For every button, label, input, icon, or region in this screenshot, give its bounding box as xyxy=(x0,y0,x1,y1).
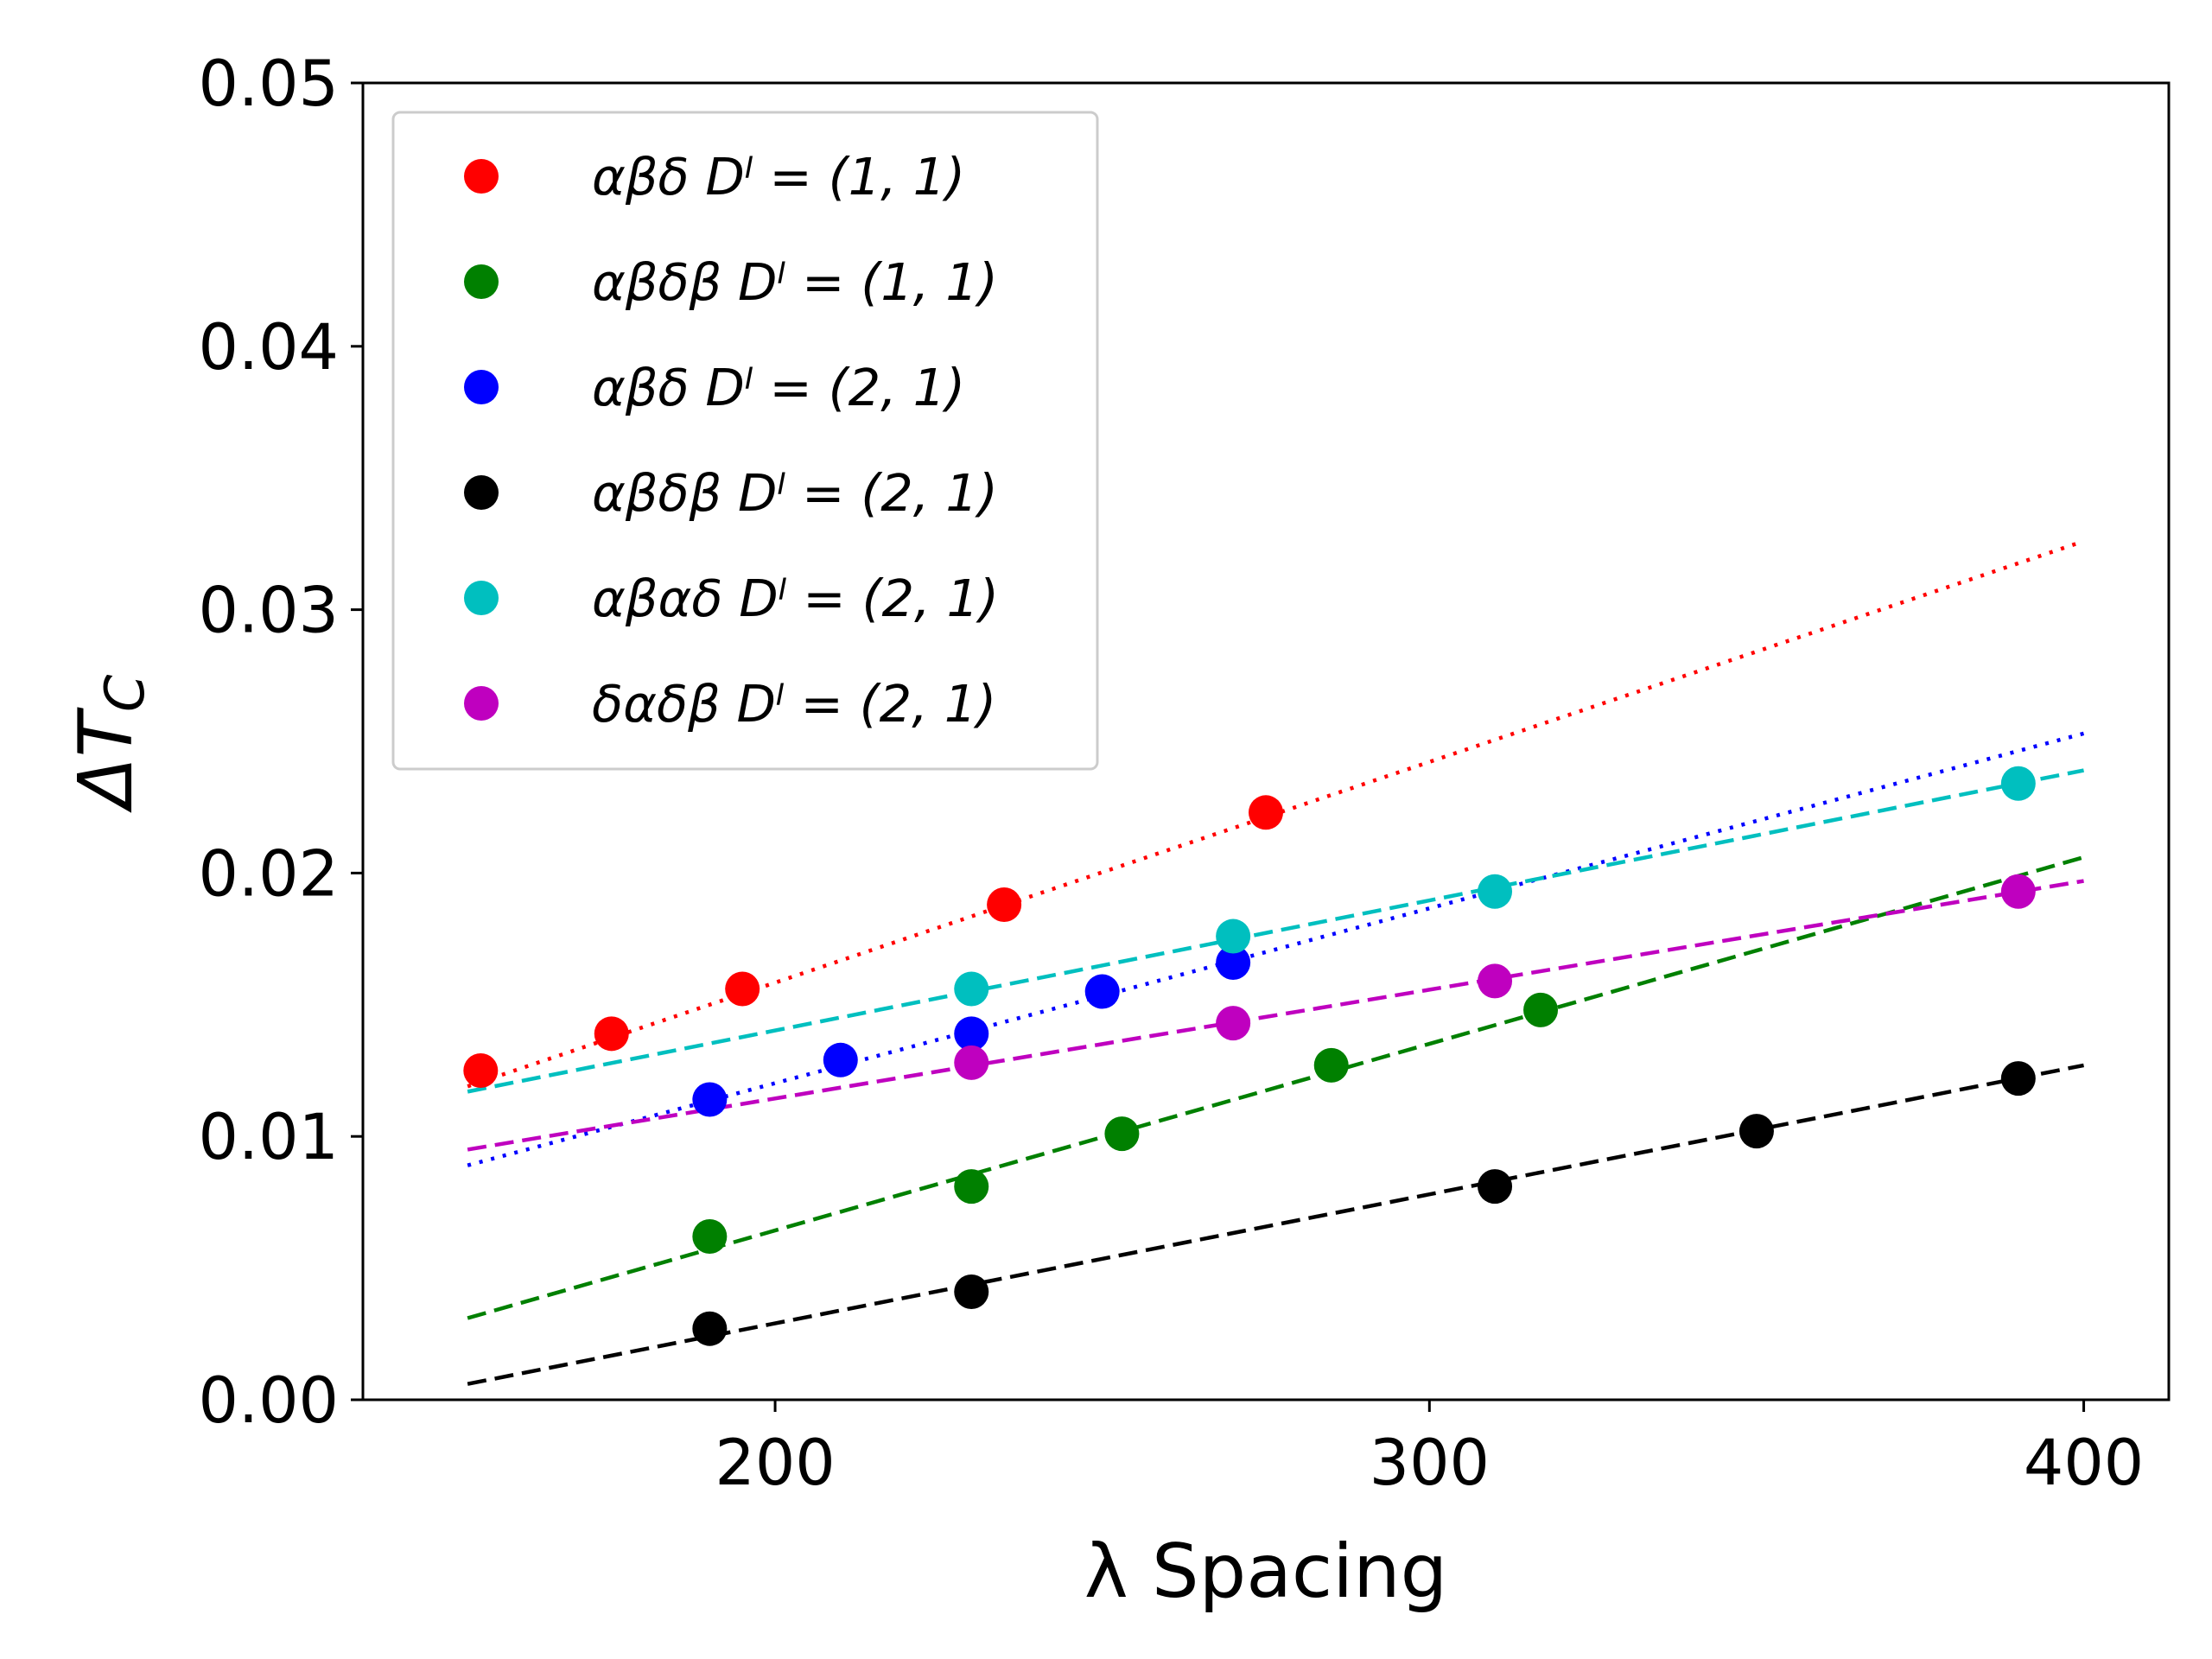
fit-line-series-6 xyxy=(467,879,2084,1152)
data-point-series-5 xyxy=(954,971,989,1007)
y-tick-label: 0.00 xyxy=(198,1364,339,1438)
y-tick-label: 0.05 xyxy=(198,48,339,121)
data-point-series-1 xyxy=(1249,795,1283,830)
legend-marker xyxy=(464,581,499,615)
plot-frame xyxy=(361,81,2171,1402)
data-point-series-6 xyxy=(2000,874,2036,909)
data-point-series-4 xyxy=(1738,1114,1774,1149)
x-tick-label: 400 xyxy=(2024,1427,2144,1500)
y-axis-label: ΔTC xyxy=(63,674,156,813)
data-point-series-4 xyxy=(2000,1061,2036,1096)
data-point-series-6 xyxy=(954,1045,989,1080)
axes: 200 300 400 0.00 0.01 0.02 0.03 0.04 0.05 xyxy=(198,48,2144,1500)
data-point-series-6 xyxy=(1478,963,1513,999)
fit-lines xyxy=(467,539,2085,1386)
data-point-series-4 xyxy=(692,1311,728,1346)
x-tick-label: 300 xyxy=(1370,1427,1490,1500)
fit-line-series-4 xyxy=(467,1063,2084,1386)
legend-box xyxy=(391,111,1099,771)
data-point-series-1 xyxy=(725,971,760,1007)
data-points xyxy=(463,766,2036,1346)
data-point-series-3 xyxy=(1216,945,1251,981)
legend-label: αβδ Dˡ = (2, 1) xyxy=(592,358,965,417)
data-point-series-1 xyxy=(463,1053,499,1088)
y-tick-label: 0.02 xyxy=(198,837,339,911)
legend-label: δαδβ Dˡ = (2, 1) xyxy=(592,674,996,734)
legend-label: αβαδ Dˡ = (2, 1) xyxy=(592,569,999,628)
data-point-series-3 xyxy=(1084,974,1120,1009)
data-point-series-5 xyxy=(1478,874,1513,909)
fit-line-series-5 xyxy=(467,768,2084,1094)
data-point-series-3 xyxy=(692,1082,728,1117)
data-point-series-4 xyxy=(1478,1169,1513,1205)
data-point-series-3 xyxy=(954,1016,989,1052)
legend-label: αβδβ Dˡ = (2, 1) xyxy=(592,463,998,523)
data-point-series-3 xyxy=(823,1042,858,1077)
y-tick-label: 0.04 xyxy=(198,311,339,385)
data-point-series-2 xyxy=(1523,992,1559,1027)
data-point-series-1 xyxy=(987,887,1022,922)
legend-label: αβδ Dˡ = (1, 1) xyxy=(592,147,965,207)
legend-marker xyxy=(464,370,499,404)
legend-marker xyxy=(464,686,499,721)
y-tick-label: 0.01 xyxy=(198,1101,339,1174)
data-point-series-2 xyxy=(1313,1047,1349,1083)
y-axis-label-main: ΔT xyxy=(63,707,149,814)
fit-line-series-3 xyxy=(467,731,2085,1167)
legend-label: αβδβ Dˡ = (1, 1) xyxy=(592,252,998,312)
data-point-series-2 xyxy=(954,1169,989,1205)
x-tick-label: 200 xyxy=(715,1427,835,1500)
fit-line-series-2 xyxy=(467,855,2085,1320)
data-point-series-2 xyxy=(692,1219,728,1255)
data-point-series-5 xyxy=(2000,766,2036,801)
legend-marker xyxy=(464,475,499,510)
x-axis-label: λ Spacing xyxy=(1084,1529,1447,1615)
data-point-series-5 xyxy=(1216,918,1251,954)
data-point-series-2 xyxy=(1104,1116,1140,1152)
data-point-series-1 xyxy=(594,1016,629,1052)
legend: αβδ Dˡ = (1, 1) αβδβ Dˡ = (1, 1) αβδ Dˡ = … xyxy=(391,111,1099,771)
legend-marker xyxy=(464,264,499,299)
y-axis-label-sub: C xyxy=(93,674,156,712)
y-tick-label: 0.03 xyxy=(198,575,339,648)
legend-marker xyxy=(464,159,499,194)
data-point-series-6 xyxy=(1216,1006,1251,1041)
data-point-series-4 xyxy=(954,1274,989,1310)
